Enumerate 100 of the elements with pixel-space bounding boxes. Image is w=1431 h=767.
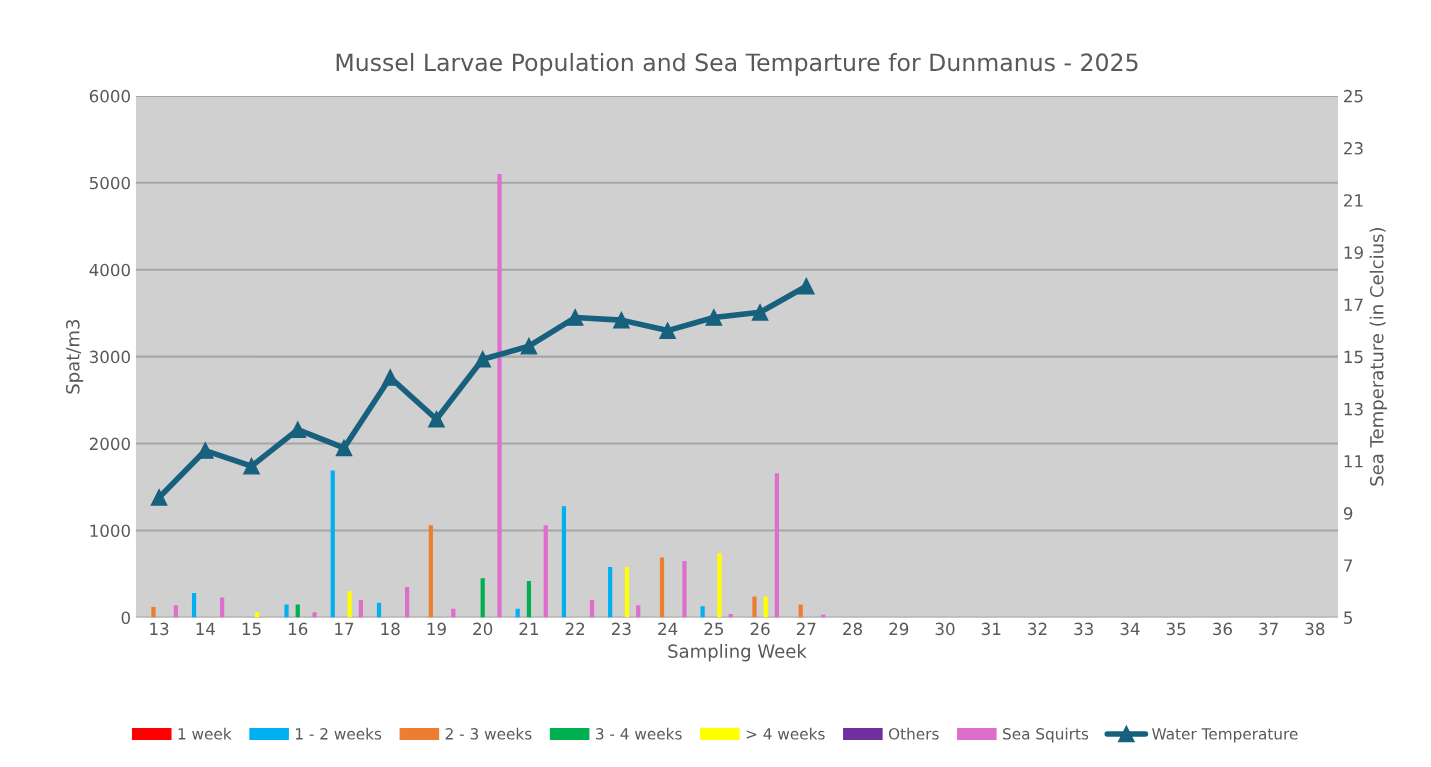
legend-label: 3 - 4 weeks [596, 727, 682, 740]
point [797, 277, 815, 295]
y-tick-label: 6000 [89, 89, 130, 103]
x-tick-label: 16 [288, 622, 308, 636]
x-tick-label: 35 [1166, 622, 1186, 636]
legend-label: Sea Squirts [1003, 727, 1089, 743]
x-tick-label: 30 [935, 622, 955, 636]
y-tick-label: 1000 [90, 524, 130, 538]
bar [774, 473, 780, 618]
y-tick-label: 2000 [89, 437, 130, 451]
point [243, 457, 260, 475]
point [428, 410, 445, 428]
point [335, 439, 353, 457]
x-tick-label: 23 [612, 622, 631, 636]
y2-tick-label: 7 [1344, 559, 1353, 572]
point [613, 311, 630, 329]
y2-tick-label: 13 [1344, 402, 1363, 416]
x-tick-label: 26 [750, 622, 770, 636]
y2-tick-label: 5 [1344, 611, 1352, 624]
x-tick-label: 29 [889, 622, 909, 636]
point [705, 309, 723, 326]
bar [543, 525, 548, 618]
bar [752, 596, 757, 618]
x-tick-label: 14 [196, 622, 215, 635]
x-tick-label: 27 [796, 622, 816, 635]
y-axis-title: Spat/m3 [65, 319, 84, 394]
x-tick-label: 32 [1028, 622, 1047, 636]
bar [173, 605, 179, 618]
bar [312, 612, 317, 618]
bar [659, 557, 665, 618]
bar [376, 602, 382, 618]
x-tick-label: 21 [519, 622, 538, 635]
x-tick-label: 31 [981, 622, 1001, 636]
x-tick-label: 33 [1074, 622, 1093, 636]
point [659, 322, 676, 339]
point [474, 350, 492, 368]
y-tick-label: 4000 [89, 263, 130, 277]
y-tick-label: 0 [121, 611, 130, 624]
bar [428, 525, 433, 618]
bar [608, 567, 613, 618]
bar [624, 567, 630, 618]
bar [255, 612, 260, 618]
x-tick-label: 28 [843, 622, 863, 636]
bar [763, 596, 768, 618]
x-tick-label: 22 [565, 622, 585, 635]
point [520, 337, 538, 355]
y2-tick-label: 9 [1343, 507, 1353, 520]
x-tick-label: 36 [1213, 622, 1232, 636]
x-tick-label: 24 [658, 622, 678, 635]
bar [347, 591, 352, 618]
bar [295, 604, 300, 618]
legend-label: 1 - 2 weeks [296, 727, 382, 740]
bar [330, 470, 335, 618]
y2-tick-label: 23 [1344, 141, 1363, 155]
y2-tick-label: 11 [1344, 455, 1363, 468]
x-axis-title: Sampling Week [668, 643, 807, 662]
legend-label: Others [888, 727, 939, 740]
x-tick-label: 38 [1305, 622, 1325, 636]
legend-label: Water Temperature [1152, 728, 1298, 743]
bar [497, 174, 502, 618]
x-tick-label: 19 [427, 622, 446, 636]
x-tick-label: 20 [473, 622, 493, 636]
chart-title: Mussel Larvae Population and Sea Temparture for Dunmanus - 2025 [336, 52, 1138, 76]
legend-label: 1 week [178, 727, 232, 740]
legend-label: 2 - 3 weeks [445, 727, 532, 740]
bar [220, 597, 225, 618]
y2-tick-label: 21 [1344, 194, 1363, 207]
bar [589, 600, 595, 618]
bar [404, 587, 410, 618]
y-tick-label: 3000 [89, 350, 130, 364]
bar [561, 506, 567, 618]
y2-tick-label: 19 [1344, 246, 1363, 259]
point [751, 303, 769, 321]
point [150, 489, 168, 506]
bar [798, 604, 803, 618]
bar [358, 600, 363, 618]
x-tick-label: 17 [335, 622, 354, 635]
bar [480, 578, 485, 618]
bar [191, 593, 197, 618]
bar [700, 606, 705, 618]
y2-tick-label: 17 [1344, 298, 1363, 311]
bar [717, 553, 722, 618]
bar [636, 605, 641, 618]
y2-axis-title: Sea Temperature (in Celcius) [1369, 228, 1388, 486]
y-tick-label: 5000 [89, 176, 130, 190]
y2-tick-label: 25 [1344, 89, 1363, 103]
x-tick-label: 34 [1120, 622, 1140, 636]
x-tick-label: 37 [1259, 622, 1278, 636]
point [566, 309, 584, 326]
bar [151, 607, 156, 618]
x-tick-label: 18 [381, 622, 400, 636]
bar [526, 580, 532, 618]
legend-label: > 4 weeks [746, 727, 825, 740]
y2-tick-label: 15 [1344, 350, 1363, 364]
bar [682, 560, 687, 618]
x-tick-label: 15 [242, 622, 261, 636]
x-tick-label: 25 [704, 622, 723, 636]
x-tick-label: 13 [150, 622, 169, 636]
bar [284, 604, 289, 618]
point [289, 421, 307, 439]
